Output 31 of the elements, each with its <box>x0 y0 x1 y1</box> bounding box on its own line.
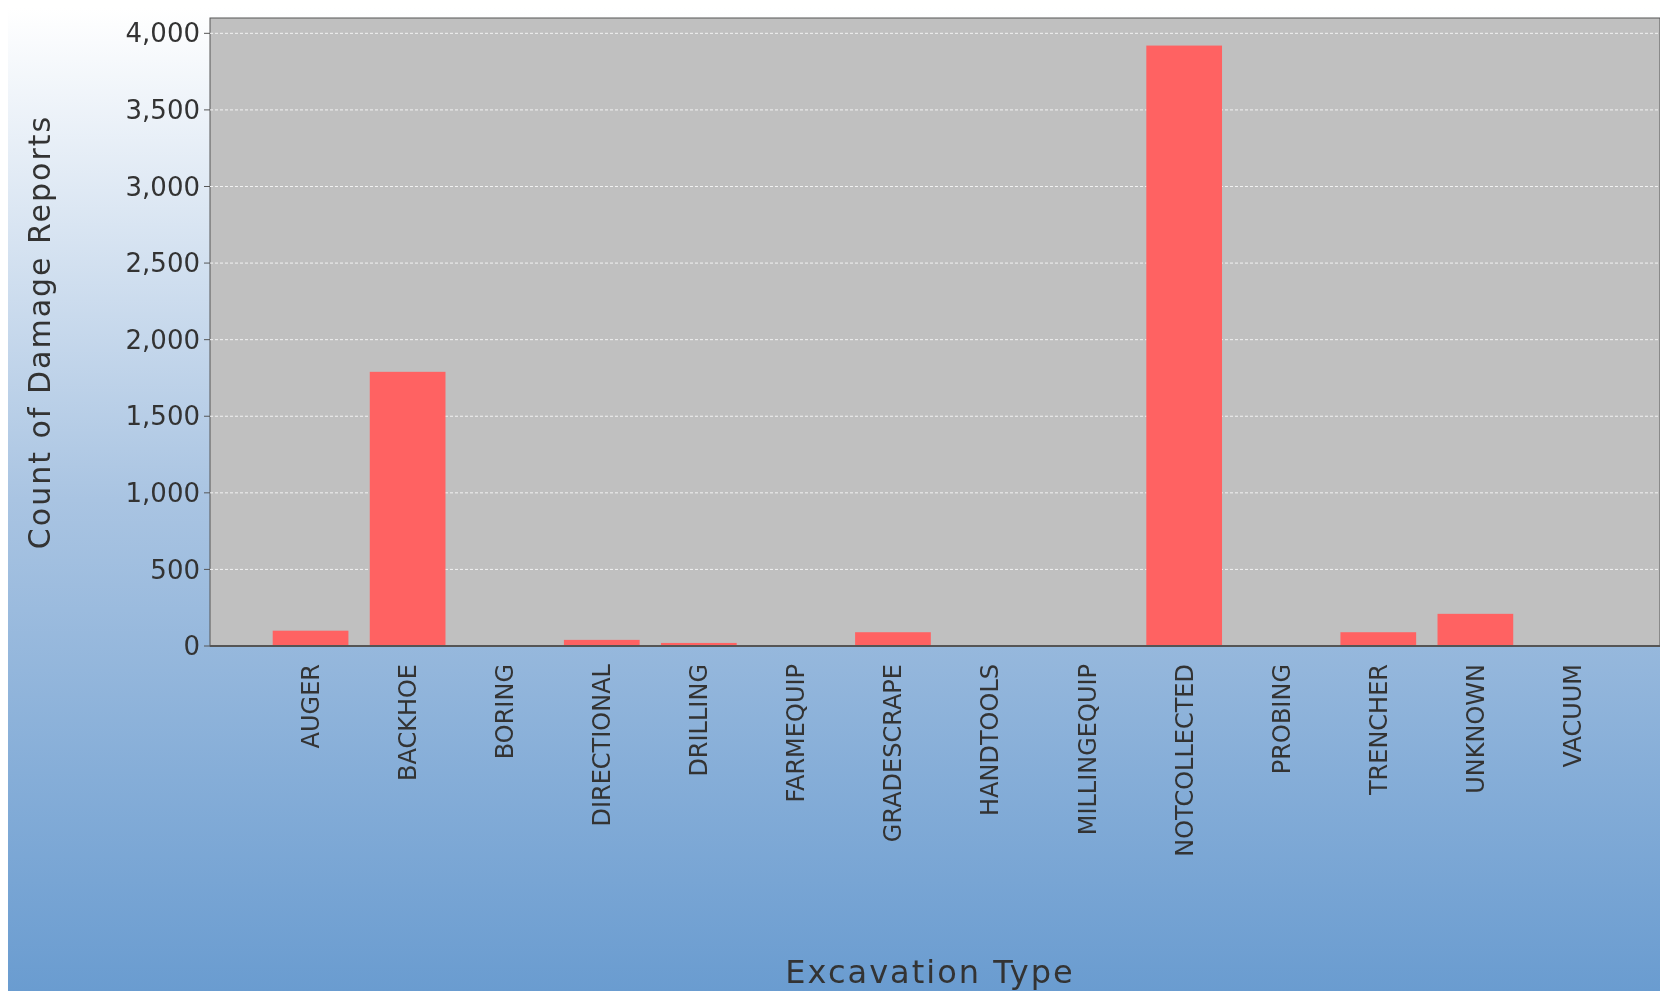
x-tick-label: NOTCOLLECTED <box>1170 664 1199 857</box>
y-axis-title: Count of Damage Reports <box>22 114 57 550</box>
x-tick-label: TRENCHER <box>1364 664 1393 797</box>
x-tick-label: DRILLING <box>685 664 714 777</box>
bar <box>1146 45 1223 646</box>
x-tick-label: MILLINGEQUIP <box>1073 664 1102 836</box>
bar <box>1437 613 1514 646</box>
y-tick-label: 500 <box>150 554 200 585</box>
y-tick-label: 2,000 <box>125 324 200 355</box>
x-tick-label: VACUUM <box>1558 664 1587 768</box>
bar <box>272 630 349 646</box>
bar <box>1340 632 1417 646</box>
x-tick-label: HANDTOOLS <box>976 664 1005 816</box>
bar <box>855 632 931 646</box>
y-tick-label: 1,500 <box>125 401 200 432</box>
y-tick-label: 4,000 <box>125 18 200 49</box>
x-tick-label: DIRECTIONAL <box>588 663 617 827</box>
y-tick-label: 0 <box>183 631 200 662</box>
y-tick-label: 2,500 <box>125 248 200 279</box>
x-tick-label: GRADESCRAPE <box>879 664 908 843</box>
x-tick-label: PROBING <box>1267 664 1296 775</box>
x-tick-label: BACKHOE <box>394 664 423 782</box>
x-tick-label: AUGER <box>296 664 325 749</box>
bar <box>369 371 446 646</box>
x-axis-title: Excavation Type <box>785 953 1075 991</box>
y-tick-label: 3,500 <box>125 95 200 125</box>
x-tick-label: UNKNOWN <box>1461 664 1490 794</box>
y-tick-label: 3,000 <box>125 171 200 202</box>
x-tick-label: BORING <box>491 664 520 760</box>
x-tick-label: FARMEQUIP <box>782 664 811 803</box>
y-tick-label: 1,000 <box>125 477 200 508</box>
